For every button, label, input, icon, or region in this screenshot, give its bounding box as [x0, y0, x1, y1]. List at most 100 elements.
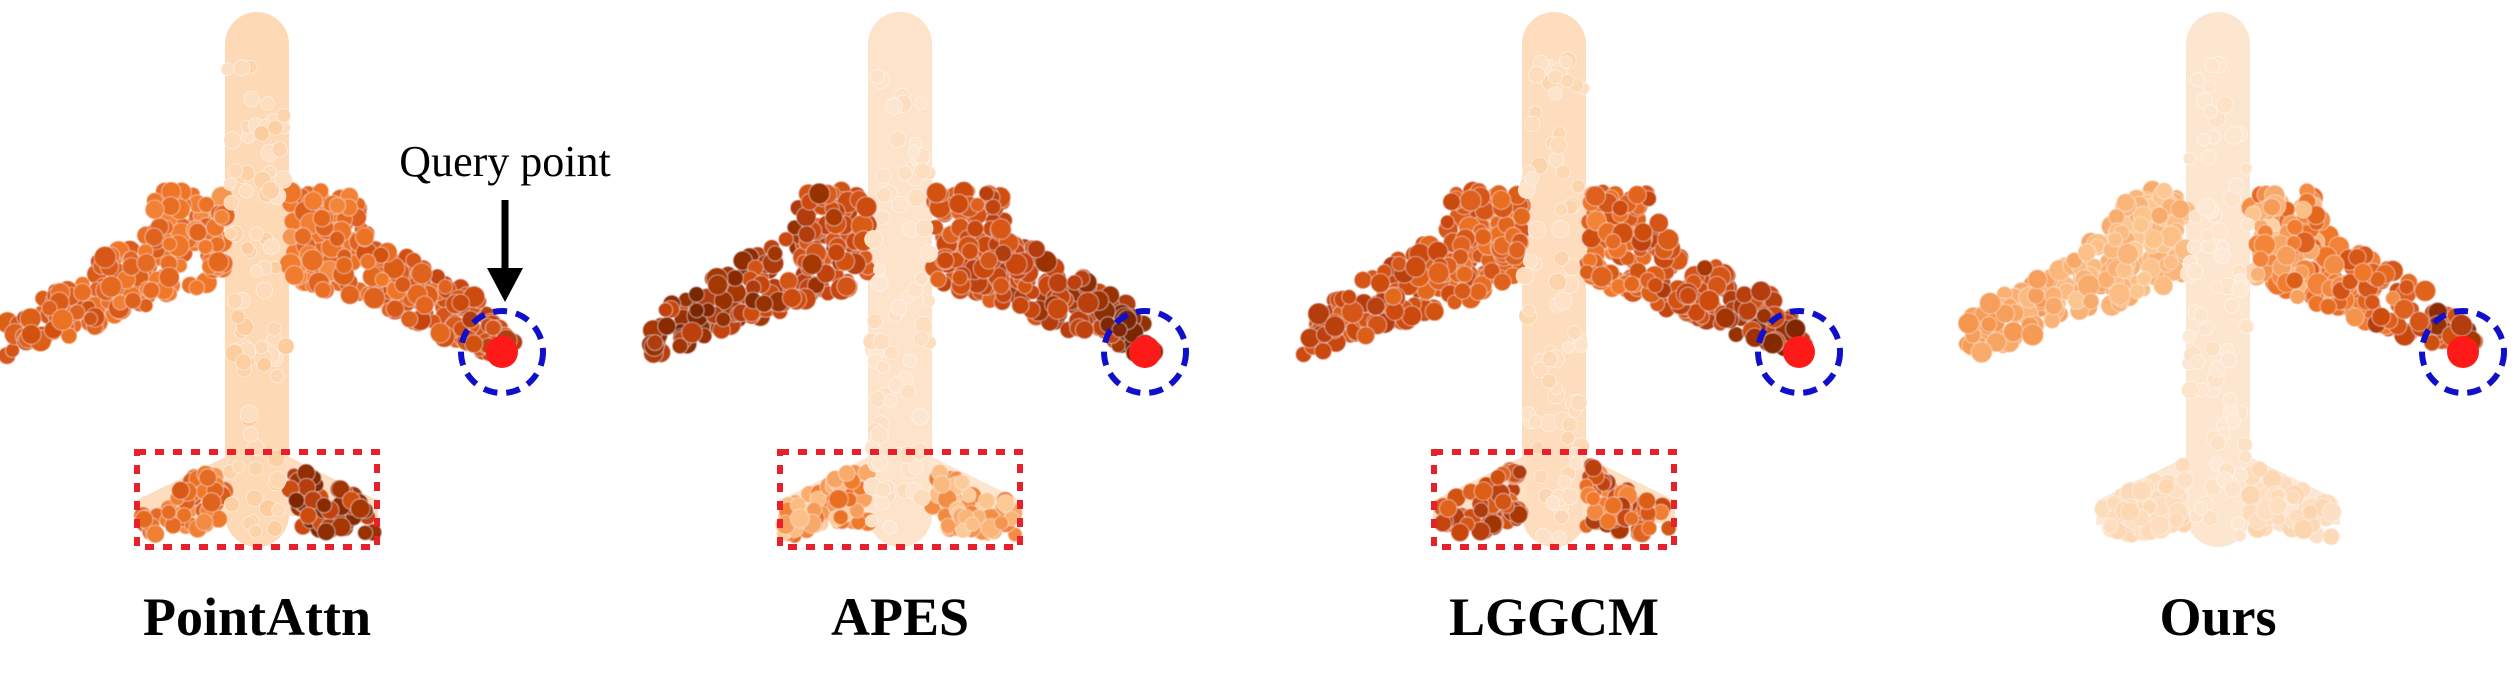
cloud-point [1493, 272, 1512, 292]
cloud-point [1555, 164, 1571, 180]
cloud-point [1641, 520, 1658, 537]
cloud-point [1957, 312, 1980, 335]
cloud-point [400, 310, 419, 329]
right-tail-points [923, 463, 1024, 543]
tail-highlight-box [1431, 449, 1677, 550]
cloud-point [2231, 280, 2250, 299]
cloud-point [146, 524, 165, 544]
cloud-point [2102, 517, 2119, 535]
cloud-point [299, 506, 318, 525]
cloud-point [136, 253, 157, 273]
cloud-point [914, 162, 932, 180]
cloud-point [838, 464, 856, 482]
cloud-point [2174, 457, 2191, 474]
cloud-point [966, 220, 985, 238]
cloud-point [314, 281, 332, 299]
cloud-point [1547, 69, 1563, 85]
cloud-point [1111, 321, 1128, 338]
cloud-point [2224, 480, 2242, 498]
cloud-point [2250, 460, 2269, 479]
cloud-point [260, 96, 275, 111]
cloud-point [414, 295, 435, 315]
cloud-point [882, 519, 898, 535]
cloud-point [277, 337, 295, 355]
cloud-point [1698, 289, 1721, 312]
cloud-point [271, 503, 286, 518]
cloud-point [1438, 499, 1458, 518]
cloud-point [248, 524, 263, 539]
cloud-point [2321, 502, 2342, 523]
cloud-point [242, 426, 259, 443]
cloud-point [870, 425, 889, 445]
cloud-point [484, 319, 502, 337]
query-point [486, 336, 518, 368]
cloud-point [907, 188, 927, 207]
cloud-point [2209, 434, 2227, 451]
cloud-point [2142, 499, 2158, 515]
cloud-point [1522, 253, 1538, 269]
cloud-point [1647, 277, 1664, 294]
cloud-point [875, 210, 891, 226]
cloud-point [2119, 501, 2140, 522]
cloud-point [1027, 239, 1046, 259]
cloud-point [828, 489, 849, 510]
cloud-point [2157, 477, 2175, 495]
cloud-point [249, 226, 264, 242]
cloud-point [994, 515, 1009, 531]
cloud-point [316, 522, 336, 542]
query-point [2447, 336, 2479, 368]
cloud-point [235, 353, 252, 371]
cloud-point [271, 141, 288, 158]
cloud-point [2155, 182, 2174, 200]
cloud-point [707, 274, 729, 296]
cloud-point [1307, 302, 1330, 326]
fuselage-points [1515, 51, 1591, 546]
cloud-point [875, 187, 892, 204]
cloud-point [1473, 502, 1490, 519]
cloud-point [1453, 282, 1472, 300]
cloud-point [1530, 440, 1545, 455]
cloud-point [1571, 179, 1586, 194]
cloud-point [142, 281, 161, 300]
cloud-point [1590, 265, 1613, 288]
cloud-point [1404, 256, 1427, 278]
cloud-point [2262, 197, 2282, 217]
cloud-point [1076, 291, 1100, 315]
cloud-point [1584, 458, 1603, 478]
right-tail-points [280, 463, 383, 542]
cloud-point [1528, 414, 1543, 429]
cloud-point [778, 231, 794, 248]
cloud-point [925, 182, 948, 204]
cloud-point [2224, 126, 2244, 145]
cloud-point [2423, 334, 2441, 352]
tail-highlight-box [134, 449, 380, 550]
cloud-point [124, 292, 142, 310]
cloud-point [1491, 189, 1512, 210]
left-wing-points [1295, 180, 1532, 363]
cloud-point [2186, 262, 2204, 281]
cloud-point [2150, 206, 2169, 225]
cloud-point [869, 390, 887, 408]
cloud-point [2414, 279, 2437, 302]
cloud-point [207, 251, 230, 273]
cloud-point [1554, 291, 1573, 310]
cloud-point [726, 269, 744, 287]
cloud-point [195, 512, 214, 532]
cloud-point [410, 262, 433, 285]
cloud-point [188, 279, 205, 297]
cloud-point [2228, 177, 2245, 194]
cloud-point [93, 245, 117, 269]
query-arrow [487, 200, 523, 302]
cloud-point [1074, 320, 1095, 340]
fuselage-points [2179, 56, 2255, 543]
cloud-point [437, 279, 454, 295]
cloud-point [2233, 528, 2247, 543]
cloud-point [869, 68, 885, 85]
cloud-point [939, 517, 957, 534]
right-wing-points [278, 181, 524, 362]
cloud-point [2077, 243, 2096, 262]
cloud-point [890, 298, 907, 316]
cloud-point [1980, 316, 1998, 333]
cloud-point [2345, 307, 2365, 328]
cloud-point [20, 324, 42, 345]
